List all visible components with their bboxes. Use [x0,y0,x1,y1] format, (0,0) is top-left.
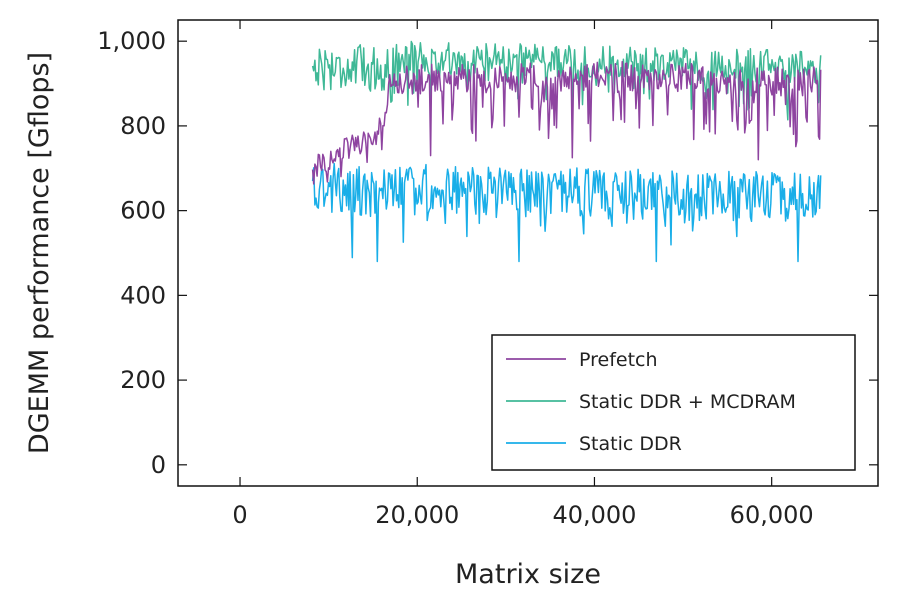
legend-label: Static DDR [579,433,682,455]
y-tick-label: 800 [120,112,166,140]
plot-area [311,40,822,263]
y-tick-label: 0 [151,451,166,479]
y-tick-label: 600 [120,197,166,225]
x-axis-title: Matrix size [455,559,601,590]
legend: Prefetch Static DDR + MCDRAM Static DDR [491,334,856,471]
x-tick-label: 40,000 [552,501,636,529]
y-tick-label: 1,000 [97,27,166,55]
y-axis-title: DGEMM performance [Gflops] [24,52,55,454]
x-tick-label: 0 [232,501,247,529]
tick-labels: 0 20,000 40,000 60,000 0 200 400 600 800 1,000 [97,27,813,529]
axis-ticks [178,20,878,486]
legend-label: Static DDR + MCDRAM [579,391,796,413]
series-line-static-ddr-mcdram [311,40,822,121]
series-line-prefetch [311,61,822,185]
legend-label: Prefetch [579,349,658,371]
series-line-static-ddr [311,162,822,263]
x-tick-label: 60,000 [730,501,814,529]
x-tick-label: 20,000 [375,501,459,529]
legend-box [491,334,856,471]
y-tick-label: 200 [120,366,166,394]
y-tick-label: 400 [120,281,166,309]
